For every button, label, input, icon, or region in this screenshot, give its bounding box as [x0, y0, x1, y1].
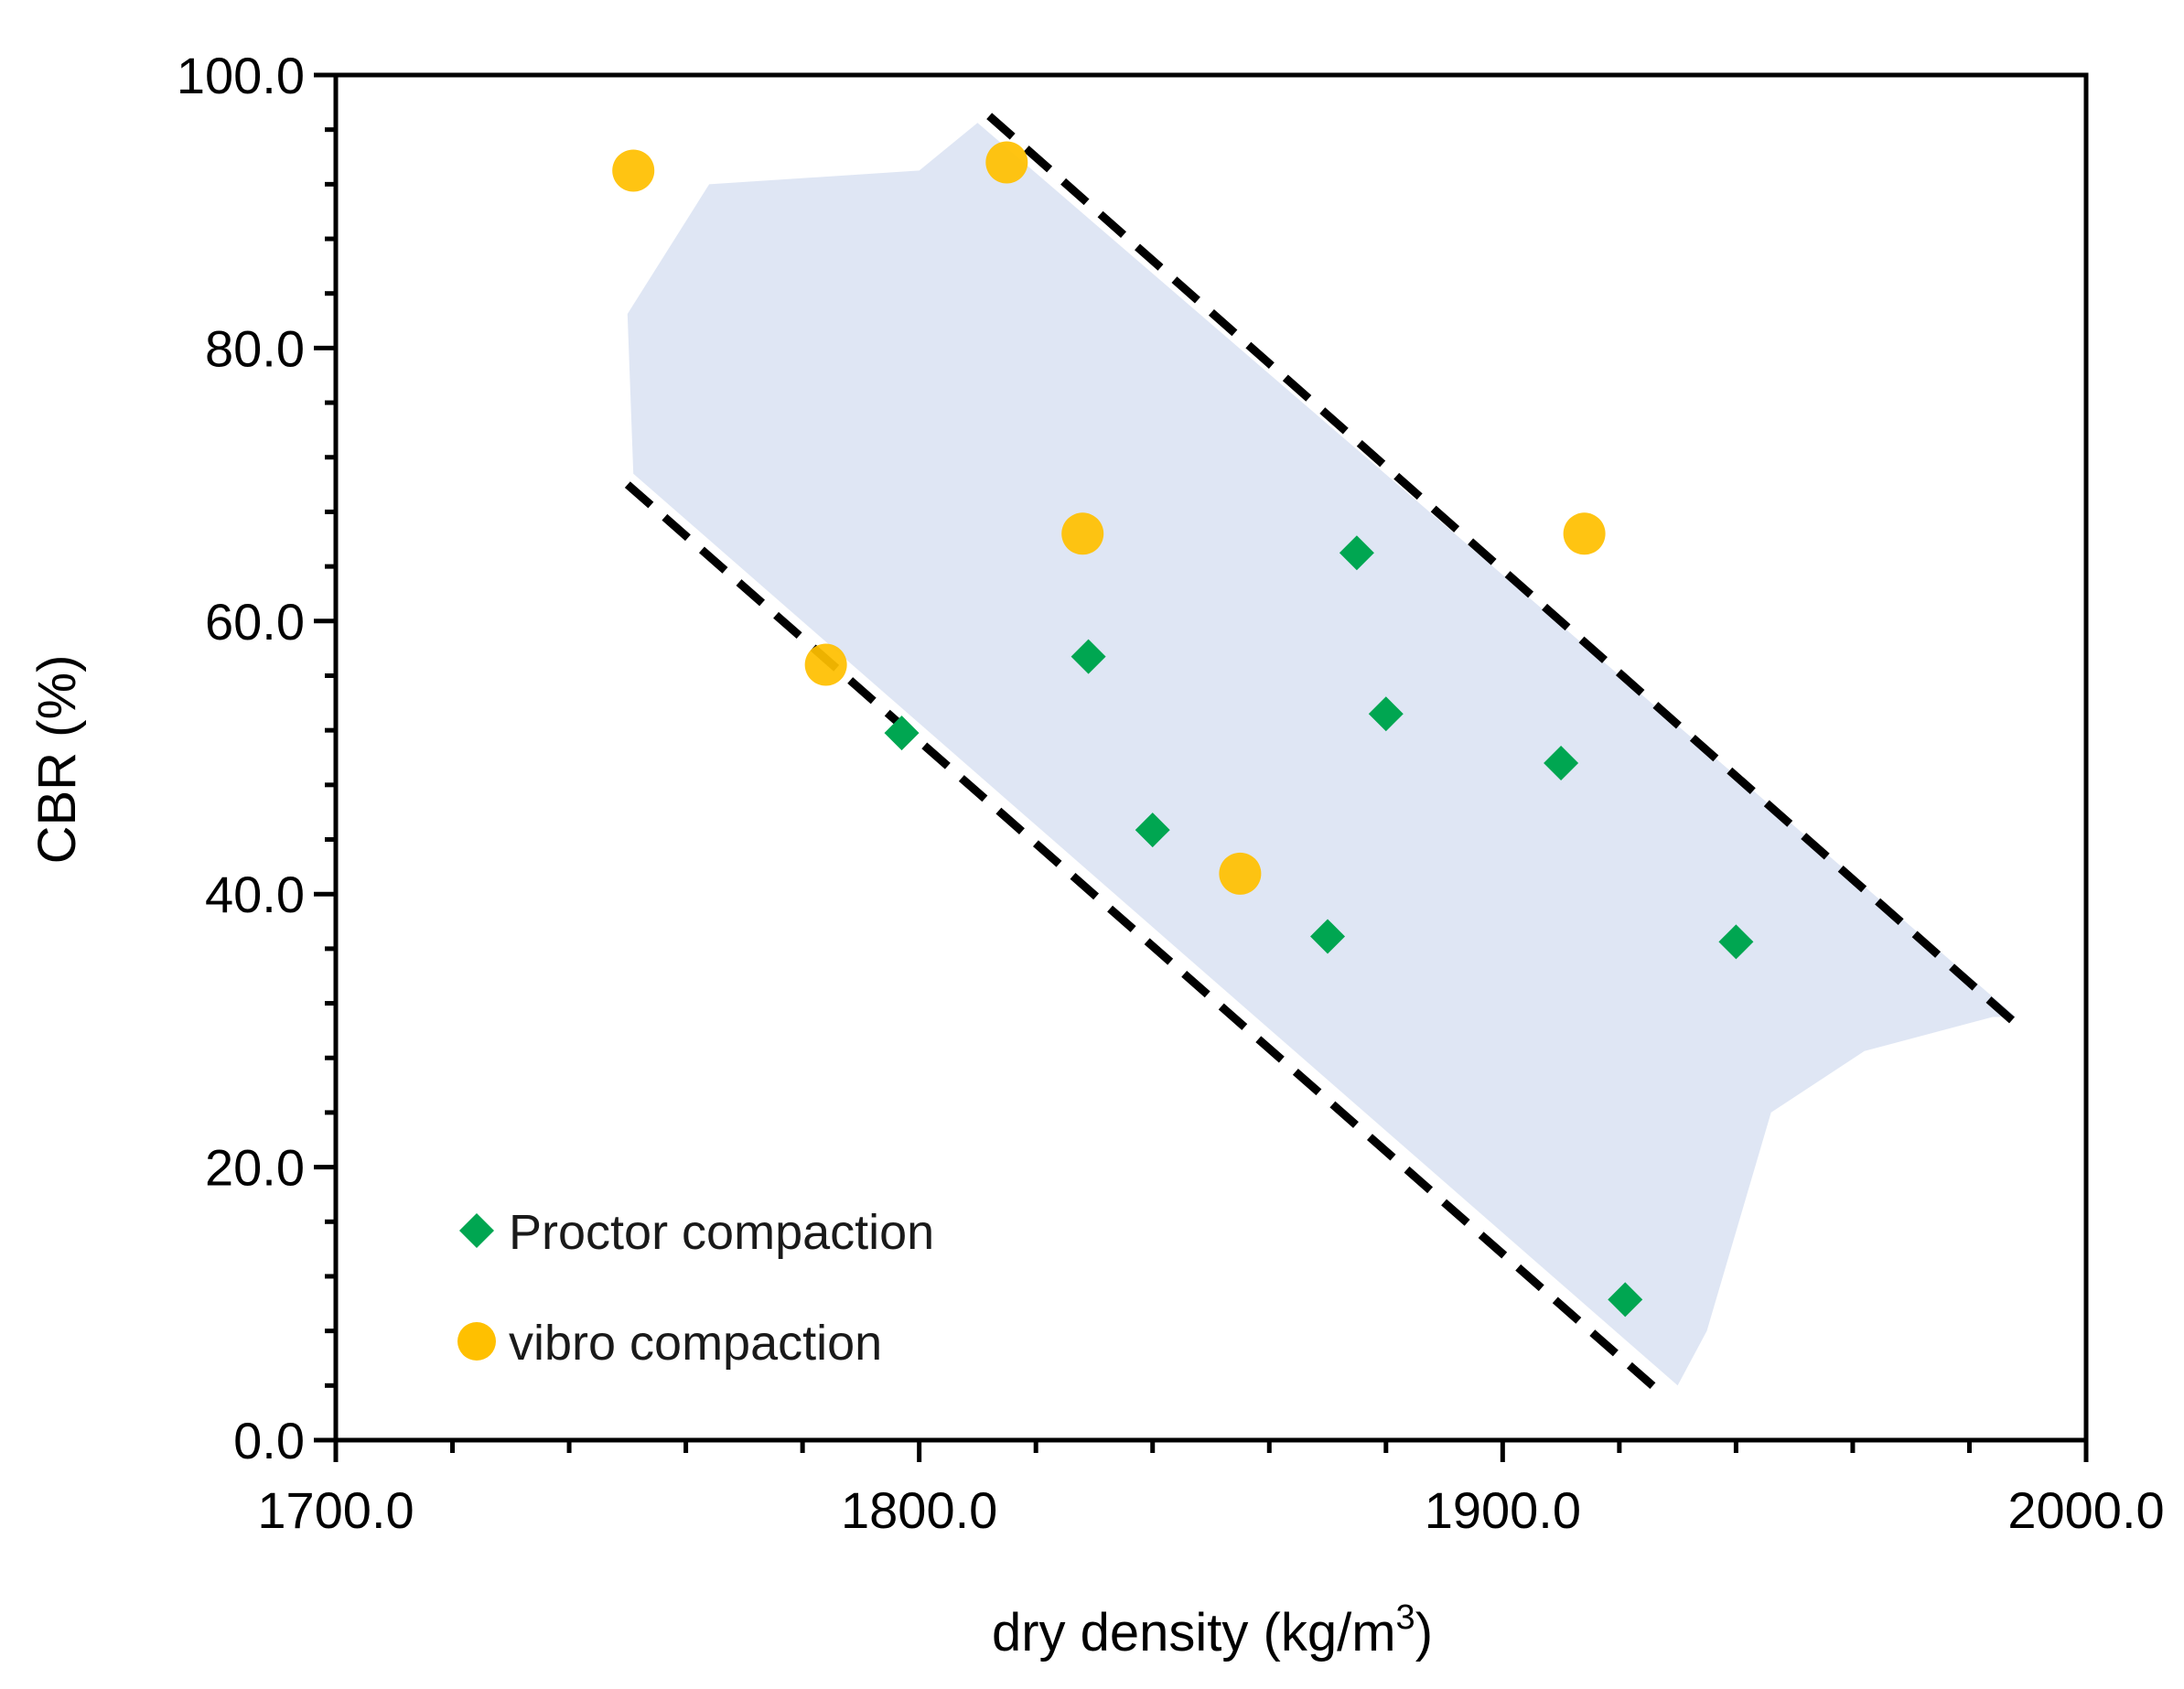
x-tick-label: 1700.0	[257, 1481, 414, 1539]
proctor-point	[884, 715, 920, 751]
vibro-point	[1219, 852, 1262, 895]
axes: 0.0 20.0 40.0 60.0 80.0 100.0 1700.0 1800.0 1900…	[177, 47, 2165, 1539]
proctor-point	[1718, 924, 1754, 960]
legend-marker-proctor	[459, 1213, 494, 1248]
x-axis-title-suffix: )	[1415, 1603, 1433, 1662]
data-points	[612, 141, 1754, 1318]
x-axis-title-main: dry density (kg/m	[992, 1603, 1396, 1662]
x-tick-label: 1900.0	[1425, 1481, 1581, 1539]
proctor-point	[1608, 1282, 1643, 1318]
x-tick-label: 2000.0	[2007, 1481, 2164, 1539]
x-axis-title-superscript: 3	[1396, 1598, 1415, 1637]
legend: Proctor compaction vibro compaction	[457, 1205, 934, 1371]
vibro-point	[985, 141, 1028, 184]
upper-bound-line	[986, 113, 2019, 1027]
y-tick-label: 0.0	[233, 1412, 305, 1469]
proctor-point	[1070, 639, 1106, 674]
legend-marker-vibro	[457, 1322, 496, 1361]
x-axis-title: dry density (kg/m3)	[992, 1598, 1433, 1662]
x-tick-label: 1800.0	[841, 1481, 997, 1539]
legend-label-proctor: Proctor compaction	[509, 1205, 934, 1260]
shaded-region	[627, 123, 2017, 1386]
proctor-point	[1310, 919, 1346, 954]
vibro-point	[612, 149, 655, 192]
vibro-point	[1563, 512, 1606, 555]
proctor-point	[1135, 812, 1170, 848]
vibro-point	[804, 643, 847, 686]
proctor-point	[1368, 696, 1404, 732]
y-tick-label: 60.0	[205, 593, 305, 651]
plot-frame	[333, 72, 2089, 1443]
proctor-point	[1544, 745, 1579, 780]
y-tick-label: 100.0	[177, 47, 305, 104]
vibro-point	[1061, 512, 1104, 555]
lower-bound-line	[624, 481, 1663, 1396]
y-tick-label: 40.0	[205, 866, 305, 923]
y-axis-title: CBR (%)	[27, 655, 87, 865]
proctor-point	[1339, 535, 1374, 571]
legend-label-vibro: vibro compaction	[509, 1316, 882, 1371]
bound-lines	[624, 113, 2019, 1396]
shaded-envelope	[627, 123, 2017, 1386]
y-tick-label: 20.0	[205, 1139, 305, 1197]
y-tick-label: 80.0	[205, 319, 305, 377]
